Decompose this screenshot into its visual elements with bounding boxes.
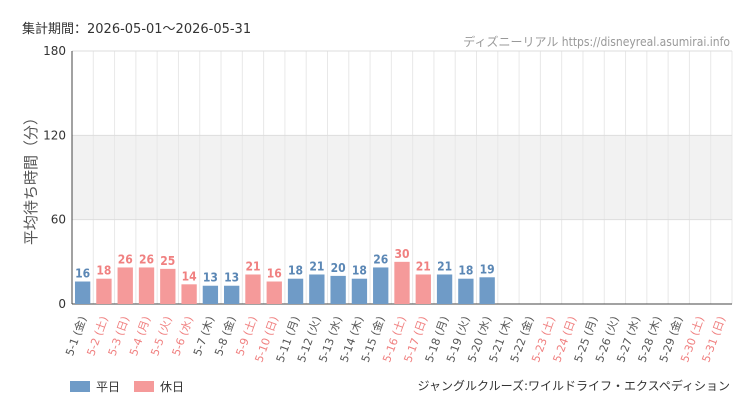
bar (224, 285, 240, 304)
bar (330, 275, 346, 304)
bar (181, 284, 197, 304)
bar-value-label: 13 (203, 271, 218, 285)
bar-value-label: 25 (160, 254, 175, 268)
period-label: 集計期間：2026-05-01〜2026-05-31 (22, 22, 252, 37)
plot-band (72, 135, 732, 220)
bar-value-label: 13 (224, 271, 239, 285)
y-tick-label: 0 (58, 297, 66, 311)
bar (373, 267, 389, 304)
bar-value-label: 16 (75, 267, 90, 281)
bar (160, 268, 176, 304)
bar-value-label: 18 (352, 264, 367, 278)
bar (351, 278, 368, 304)
bar (266, 281, 282, 304)
bar-value-label: 20 (331, 261, 346, 275)
bar-value-label: 18 (288, 264, 303, 278)
bar-value-label: 21 (309, 259, 324, 273)
legend-item-weekday: 平日 (70, 378, 120, 395)
legend-label-holiday: 休日 (160, 380, 185, 394)
bar (202, 285, 219, 304)
bar-value-label: 14 (182, 269, 198, 283)
bar (287, 278, 304, 304)
bar (309, 274, 325, 304)
legend: 平日 休日 (70, 378, 198, 395)
bar-value-label: 30 (394, 247, 409, 261)
bar (245, 274, 261, 304)
bar (96, 278, 112, 304)
legend-label-weekday: 平日 (96, 380, 121, 394)
bar-value-label: 26 (373, 252, 388, 266)
bar-value-label: 18 (458, 264, 473, 278)
bar (458, 278, 474, 304)
attraction-name: ジャングルクルーズ:ワイルドライフ・エクスペディション (417, 379, 730, 393)
legend-swatch-holiday (134, 381, 155, 392)
bar-value-label: 21 (416, 259, 431, 273)
bar-value-label: 18 (96, 264, 111, 278)
y-axis-label: 平均待ち時間（分） (22, 110, 40, 245)
bar-value-label: 21 (245, 259, 260, 273)
bar-value-label: 19 (480, 262, 495, 276)
bar (436, 274, 453, 304)
y-tick-label: 180 (43, 44, 66, 58)
legend-item-holiday: 休日 (134, 378, 184, 395)
bar (74, 281, 91, 304)
bar (394, 261, 410, 304)
bar (479, 277, 495, 304)
bar-value-label: 16 (267, 267, 282, 281)
bar (138, 267, 155, 304)
source-label: ディズニーリアル https://disneyreal.asumirai.inf… (463, 35, 730, 49)
bar-value-label: 26 (139, 252, 154, 266)
bar (117, 267, 133, 304)
bar-value-label: 21 (437, 259, 452, 273)
y-tick-label: 120 (43, 128, 66, 142)
legend-swatch-weekday (70, 381, 90, 392)
bar-value-label: 26 (118, 252, 133, 266)
y-tick-label: 60 (51, 213, 66, 227)
bar (415, 274, 431, 304)
